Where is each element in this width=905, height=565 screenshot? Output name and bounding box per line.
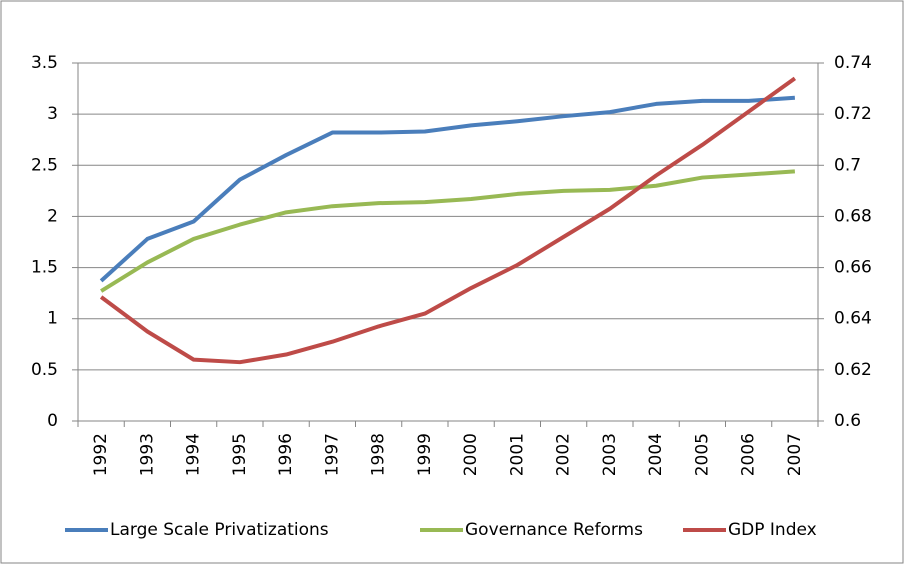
y-tick-label: 0.5 [31, 360, 58, 380]
x-tick-label: 2003 [600, 433, 620, 476]
y2-tick-label: 0.7 [834, 155, 861, 175]
x-tick-label: 1994 [184, 433, 204, 476]
legend-label: Large Scale Privatizations [110, 520, 329, 540]
x-tick-label: 1995 [230, 433, 250, 476]
x-tick-label: 1998 [369, 433, 389, 476]
y2-tick-label: 0.62 [834, 360, 872, 380]
x-tick-label: 1992 [91, 433, 111, 476]
x-tick-label: 2001 [507, 433, 527, 476]
x-tick-label: 2000 [461, 433, 481, 476]
y2-tick-label: 0.68 [834, 206, 872, 226]
y-tick-label: 0 [47, 411, 58, 431]
x-tick-label: 1996 [276, 433, 296, 476]
y2-tick-label: 0.72 [834, 104, 872, 124]
x-tick-label: 2004 [646, 433, 666, 476]
series-line [99, 95, 796, 283]
y-tick-label: 2.5 [31, 155, 58, 175]
y-tick-label: 3.5 [31, 53, 58, 73]
x-tick-label: 1993 [137, 433, 157, 476]
legend-label: GDP Index [728, 520, 817, 540]
y2-tick-label: 0.74 [834, 53, 872, 73]
x-tick-label: 1997 [322, 433, 342, 476]
y2-tick-label: 0.66 [834, 258, 872, 278]
x-tick-label: 2002 [554, 433, 574, 476]
x-tick-label: 2005 [692, 433, 712, 476]
x-tick-label: 2006 [739, 433, 759, 476]
legend-label: Governance Reforms [465, 520, 643, 540]
x-tick-label: 1999 [415, 433, 435, 476]
y-tick-label: 1 [47, 309, 58, 329]
series-line [100, 169, 796, 293]
y2-tick-label: 0.64 [834, 309, 872, 329]
x-tick-label: 2007 [785, 433, 805, 476]
y-tick-label: 3 [47, 104, 58, 124]
y2-tick-label: 0.6 [834, 411, 861, 431]
series-line [99, 76, 797, 365]
y-tick-label: 1.5 [31, 258, 58, 278]
y-tick-label: 2 [47, 206, 58, 226]
